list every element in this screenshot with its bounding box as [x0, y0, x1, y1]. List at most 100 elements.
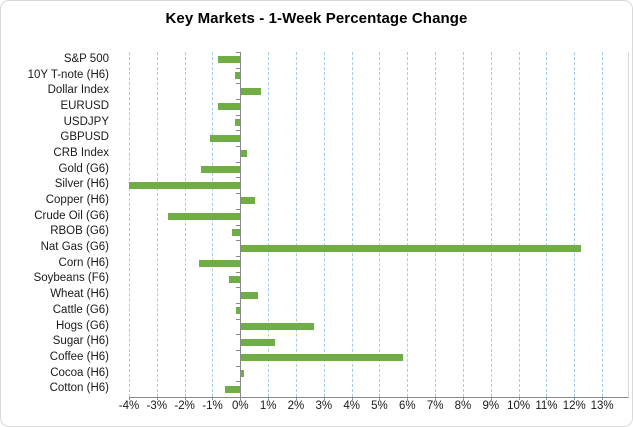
bar	[241, 369, 245, 377]
x-tick-label: 0%	[232, 400, 249, 412]
category-axis-tick	[236, 162, 240, 163]
x-tick-label: 2%	[287, 400, 305, 412]
gridline	[518, 52, 520, 397]
value-axis-tick	[407, 397, 409, 400]
value-axis-tick	[323, 397, 325, 400]
x-tick-label: 10%	[507, 400, 531, 412]
bar	[167, 213, 241, 221]
category-axis-tick	[236, 334, 240, 335]
value-axis-tick	[129, 397, 130, 400]
value-axis-tick	[240, 397, 242, 400]
x-tick-label: 7%	[426, 400, 444, 412]
value-axis-tick	[268, 397, 270, 400]
gridline	[602, 52, 604, 397]
bar	[229, 275, 241, 283]
bar	[201, 166, 241, 174]
gridline	[462, 52, 464, 397]
x-tick-label: -2%	[174, 400, 195, 412]
chart-title: Key Markets - 1-Week Percentage Change	[165, 10, 468, 27]
category-label: Cotton (H6)	[49, 382, 109, 395]
category-axis-tick	[236, 272, 240, 273]
bar	[241, 87, 261, 95]
category-label: Cattle (G6)	[52, 303, 109, 316]
value-axis-tick	[574, 397, 576, 400]
gridline	[351, 52, 353, 397]
category-axis-tick	[236, 256, 240, 257]
category-axis-line	[240, 52, 241, 397]
category-axis-tick	[236, 209, 240, 210]
category-axis-tick	[236, 287, 240, 288]
value-axis-tick	[462, 397, 464, 400]
category-label: Soybeans (F6)	[33, 272, 109, 285]
x-tick-label: 4%	[343, 400, 360, 412]
category-label: Sugar (H6)	[52, 335, 109, 348]
value-axis-tick	[379, 397, 381, 400]
category-label: Coffee (H6)	[49, 350, 109, 363]
bar	[241, 150, 247, 158]
value-axis-tick	[212, 397, 214, 400]
category-axis-labels: S&P 500 10Y T-note (H6) Dollar Index EURUSD…	[1, 52, 113, 397]
gridline	[156, 52, 158, 397]
category-axis-tick	[236, 240, 240, 241]
category-axis-tick	[236, 115, 240, 116]
category-label: EURUSD	[60, 100, 109, 113]
category-axis-tick	[236, 130, 240, 131]
gridline	[490, 52, 492, 397]
category-axis-tick	[236, 225, 240, 226]
category-axis-tick	[236, 146, 240, 147]
category-label: CRB Index	[53, 147, 109, 160]
category-axis-tick	[236, 303, 240, 304]
category-axis-tick	[236, 177, 240, 178]
x-tick-label: 13%	[590, 400, 614, 412]
category-label: Corn (H6)	[58, 256, 109, 269]
category-label: RBOB (G6)	[50, 225, 109, 238]
category-axis-tick	[236, 366, 240, 367]
value-axis-labels: -4% -3% -2% -1% 0% 1% 2% 3% 4% 5% 6% 7% 8% 9% 10% 11% 12…	[119, 400, 628, 416]
value-axis-tick	[295, 397, 297, 400]
category-label: S&P 500	[63, 53, 109, 66]
x-tick-label: -1%	[202, 400, 223, 412]
x-tick-label: -3%	[146, 400, 168, 412]
gridline	[379, 52, 381, 397]
bar	[241, 197, 256, 205]
x-tick-label: 9%	[482, 400, 500, 412]
category-label: Gold (G6)	[58, 162, 110, 175]
category-label: Nat Gas (G6)	[40, 241, 109, 254]
category-axis-tick	[236, 68, 240, 69]
x-tick-label: 1%	[259, 400, 277, 412]
category-axis-tick	[236, 319, 240, 320]
bar	[225, 385, 241, 393]
category-label: Hogs (G6)	[55, 319, 109, 332]
bar	[231, 228, 241, 236]
x-tick-label: 11%	[535, 400, 558, 412]
x-tick-label: -4%	[118, 400, 140, 412]
bar	[234, 72, 241, 80]
x-tick-label: 6%	[398, 400, 416, 412]
category-label: Dollar Index	[47, 84, 109, 97]
gridline	[184, 52, 186, 397]
category-axis-tick	[236, 52, 240, 53]
category-axis-tick	[236, 193, 240, 194]
category-axis-tick	[236, 350, 240, 351]
value-axis-tick	[602, 397, 604, 400]
gridline	[268, 52, 270, 397]
category-axis-tick	[236, 99, 240, 100]
category-label: Crude Oil (G6)	[34, 209, 109, 222]
category-label: GBPUSD	[60, 131, 109, 144]
gridline	[407, 52, 409, 397]
bar	[236, 307, 241, 315]
x-tick-label: 12%	[562, 400, 586, 412]
gridline	[295, 52, 297, 397]
bar	[129, 181, 241, 189]
category-axis-tick	[236, 381, 240, 382]
value-axis-tick	[351, 397, 353, 400]
value-axis-tick	[518, 397, 520, 400]
x-tick-label: 3%	[315, 400, 333, 412]
plot-area	[129, 52, 629, 400]
value-axis-tick	[490, 397, 492, 400]
value-axis-tick	[156, 397, 158, 400]
gridline	[435, 52, 437, 397]
value-axis-tick	[546, 397, 548, 400]
category-label: USDJPY	[63, 115, 109, 128]
